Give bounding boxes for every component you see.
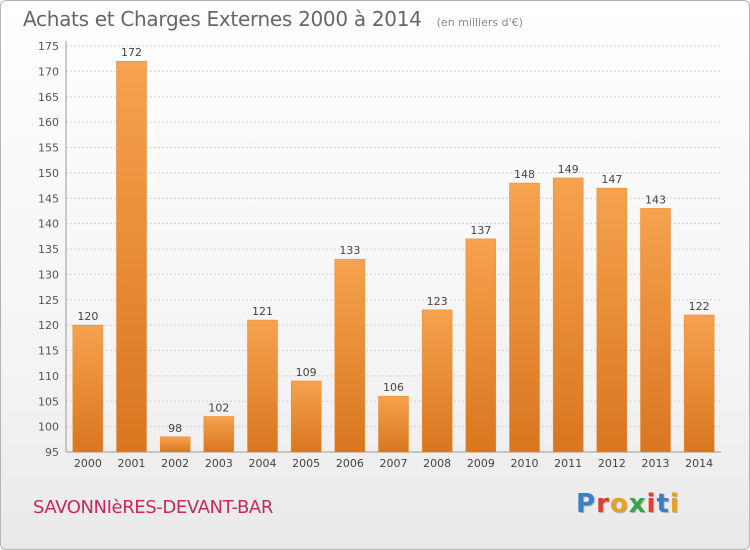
x-tick-label: 2003 xyxy=(205,457,233,470)
data-label: 137 xyxy=(470,224,491,237)
data-label: 120 xyxy=(77,310,98,323)
y-tick-label: 155 xyxy=(38,142,59,155)
y-tick-label: 145 xyxy=(38,192,59,205)
y-tick-label: 170 xyxy=(38,65,59,78)
x-tick-label: 2004 xyxy=(249,457,277,470)
data-label: 102 xyxy=(208,401,229,414)
data-label: 149 xyxy=(558,163,579,176)
x-tick-label: 2014 xyxy=(685,457,713,470)
x-tick-label: 2005 xyxy=(292,457,320,470)
y-tick-label: 110 xyxy=(38,370,59,383)
x-tick-label: 2011 xyxy=(554,457,582,470)
data-label: 148 xyxy=(514,168,535,181)
logo-letter: P xyxy=(576,489,597,519)
y-tick-label: 105 xyxy=(38,395,59,408)
x-tick-label: 2000 xyxy=(74,457,102,470)
bar xyxy=(203,416,235,453)
data-label: 109 xyxy=(296,366,317,379)
bar xyxy=(509,182,540,453)
x-tick-label: 2010 xyxy=(511,457,539,470)
bar xyxy=(159,436,191,453)
x-tick-label: 2008 xyxy=(423,457,451,470)
data-label: 143 xyxy=(645,193,666,206)
bar xyxy=(465,238,497,453)
data-label: 123 xyxy=(427,295,448,308)
y-tick-label: 120 xyxy=(38,319,59,332)
logo-letter: o xyxy=(609,489,629,519)
bar xyxy=(116,60,147,453)
data-label: 122 xyxy=(689,300,710,313)
x-tick-label: 2007 xyxy=(380,457,408,470)
y-tick-label: 125 xyxy=(38,294,59,307)
data-label: 147 xyxy=(601,173,622,186)
y-tick-label: 160 xyxy=(38,116,59,129)
y-tick-label: 95 xyxy=(45,446,59,459)
y-tick-label: 135 xyxy=(38,243,59,256)
y-tick-label: 175 xyxy=(38,40,59,53)
data-label: 121 xyxy=(252,305,273,318)
logo-letter: x xyxy=(628,489,647,519)
y-tick-label: 150 xyxy=(38,167,59,180)
logo-letter: i xyxy=(669,489,680,519)
x-tick-label: 2009 xyxy=(467,457,495,470)
bar xyxy=(334,258,366,453)
bar xyxy=(596,187,628,453)
x-tick-label: 2012 xyxy=(598,457,626,470)
data-label: 98 xyxy=(168,422,182,435)
chart-subtitle: (en milliers d'€) xyxy=(436,16,523,29)
bar xyxy=(290,380,322,453)
bar xyxy=(683,314,715,453)
y-tick-label: 100 xyxy=(38,421,59,434)
y-tick-label: 115 xyxy=(38,345,59,358)
logo-letter: i xyxy=(646,489,657,519)
x-tick-label: 2001 xyxy=(118,457,146,470)
proxiti-logo[interactable]: Proxiti xyxy=(576,489,680,519)
data-label: 133 xyxy=(339,244,360,257)
bars xyxy=(72,60,715,453)
bar xyxy=(421,309,453,453)
data-label: 172 xyxy=(121,46,142,59)
bar xyxy=(247,319,278,453)
logo-letter: t xyxy=(656,489,670,519)
y-tick-label: 165 xyxy=(38,91,59,104)
bar xyxy=(378,395,409,453)
chart-title: Achats et Charges Externes 2000 à 2014 xyxy=(23,7,422,31)
x-tick-label: 2013 xyxy=(642,457,670,470)
bar xyxy=(640,208,671,453)
logo-letter: r xyxy=(596,489,610,519)
bar xyxy=(552,177,584,453)
x-tick-label: 2006 xyxy=(336,457,364,470)
title-row: Achats et Charges Externes 2000 à 2014 (… xyxy=(23,7,523,31)
y-tick-label: 130 xyxy=(38,268,59,281)
labels: 95 100 105 110 115 120 125 130 135 140 145 150 155 16… xyxy=(38,40,713,470)
bar xyxy=(72,324,104,453)
commune-name: SAVONNIèRES-DEVANT-BAR xyxy=(33,497,273,518)
x-tick-label: 2002 xyxy=(161,457,189,470)
y-tick-label: 140 xyxy=(38,218,59,231)
data-label: 106 xyxy=(383,381,404,394)
